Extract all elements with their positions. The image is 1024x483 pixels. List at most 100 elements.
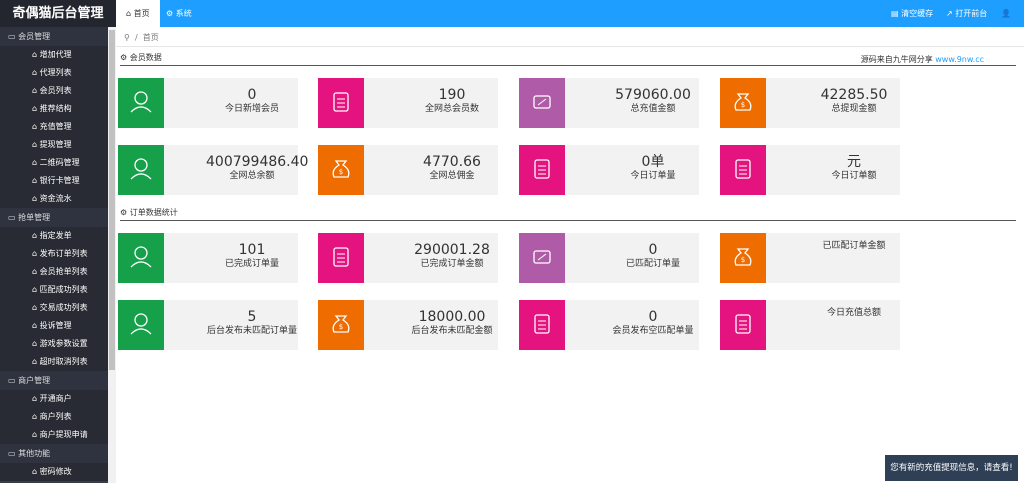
stat-card[interactable]: 579060.00 总充值金额 <box>519 78 699 128</box>
section-title: ⚙ 订单数据统计 <box>120 207 1016 221</box>
card-value: 579060.00 <box>615 87 691 103</box>
menu-item[interactable]: ⌂ 匹配成功列表 <box>0 281 108 299</box>
menu-item[interactable]: ⌂ 开通商户 <box>0 390 108 408</box>
icon <box>130 158 152 180</box>
icon: $ <box>734 93 752 111</box>
stat-card[interactable]: 5 后台发布未匹配订单量 <box>118 300 298 350</box>
card-icon <box>519 233 565 283</box>
breadcrumb-item[interactable]: 首页 <box>142 33 159 42</box>
menu-item[interactable]: ⌂ 代理列表 <box>0 64 108 82</box>
card-label: 已完成订单金额 <box>420 259 484 269</box>
stat-card[interactable]: 290001.28 已完成订单金额 <box>318 233 498 283</box>
icon: $ <box>734 248 752 266</box>
menu-item[interactable]: ⌂ 会员抢单列表 <box>0 263 108 281</box>
menu-group[interactable]: ▭ 抢单管理 <box>0 208 108 227</box>
toast[interactable]: 您有新的充值提现信息，请查看! <box>885 455 1018 481</box>
card-label: 会员发布空匹配单量 <box>612 326 694 336</box>
menu-item[interactable]: ⌂ 投诉管理 <box>0 317 108 335</box>
menu-item[interactable]: ⌂ 交易成功列表 <box>0 299 108 317</box>
menu-item[interactable]: ⌂ 商户提现申请 <box>0 426 108 444</box>
stat-card[interactable]: 0 会员发布空匹配单量 <box>519 300 699 350</box>
card-value: 0 <box>247 87 257 103</box>
icon <box>534 314 550 334</box>
menu-item[interactable]: ⌂ 指定发单 <box>0 227 108 245</box>
menu-group[interactable]: ▭ 商户管理 <box>0 371 108 390</box>
icon: $ <box>332 160 350 178</box>
card-value: 290001.28 <box>414 242 490 258</box>
card-value: 400799486.40 <box>206 154 309 170</box>
sidebar: ▭ 会员管理 ⌂ 增加代理 ⌂ 代理列表 ⌂ 会员列表 ⌂ 推荐结构 ⌂ 充值管理 ⌂ 提现… <box>0 27 108 483</box>
stat-card[interactable]: 元今日订单额 <box>720 145 900 195</box>
menu-item[interactable]: ⌂ 会员列表 <box>0 82 108 100</box>
stat-card[interactable]: 101 已完成订单量 <box>118 233 298 283</box>
menu-group[interactable]: ▭ 会员管理 <box>0 27 108 46</box>
card-icon <box>318 233 364 283</box>
menu-item[interactable]: ⌂ 超时取消列表 <box>0 353 108 371</box>
menu-item[interactable]: ⌂ 提现管理 <box>0 136 108 154</box>
svg-text:$: $ <box>741 101 745 109</box>
stat-card[interactable]: 0单 今日订单量 <box>519 145 699 195</box>
card-text: 400799486.40 全网总余额 <box>164 153 309 182</box>
action[interactable]: ▤ 清空缓存 <box>891 9 934 18</box>
source-note: 源码来自九牛网分享 www.9nw.cc <box>861 54 984 65</box>
icon <box>534 159 550 179</box>
card-value: 0 <box>648 242 658 258</box>
note-link[interactable]: www.9nw.cc <box>935 55 984 64</box>
card-text: 42285.50 总提现金额 <box>766 86 900 115</box>
svg-text:$: $ <box>339 323 343 331</box>
menu-item[interactable]: ⌂ 增加代理 <box>0 46 108 64</box>
card-text: 今日充值总额 <box>766 308 900 319</box>
menu-item[interactable]: ⌂ 商户列表 <box>0 408 108 426</box>
card-label: 后台发布未匹配订单量 <box>206 326 297 336</box>
scroll-thumb[interactable] <box>109 30 115 370</box>
menu-group[interactable]: ▭ 其他功能 <box>0 444 108 463</box>
stat-card[interactable]: 190 全网总会员数 <box>318 78 498 128</box>
card-icon <box>720 300 766 350</box>
action[interactable]: ↗ 打开前台 <box>946 9 988 18</box>
card-label: 今日订单量 <box>630 171 676 181</box>
card-icon <box>519 145 565 195</box>
stat-card[interactable]: $42285.50 总提现金额 <box>720 78 900 128</box>
card-icon <box>519 300 565 350</box>
stat-card[interactable]: $ 已匹配订单金额 <box>720 233 900 283</box>
stat-card[interactable]: $4770.66 全网总佣金 <box>318 145 498 195</box>
menu-item[interactable]: ⌂ 推荐结构 <box>0 100 108 118</box>
stat-card[interactable]: 400799486.40 全网总余额 <box>118 145 309 195</box>
stat-card[interactable]: $18000.00 后台发布未匹配金额 <box>318 300 498 350</box>
icon <box>735 159 751 179</box>
card-label: 已匹配订单金额 <box>822 241 886 251</box>
card-label: 今日充值总额 <box>826 308 881 318</box>
card-text: 0 已匹配订单量 <box>565 241 699 270</box>
card-value: 42285.50 <box>820 87 888 103</box>
user-menu[interactable]: 👤▾ <box>1001 9 1011 45</box>
tab[interactable]: ⚙ 系统 <box>166 9 192 18</box>
card-value: 元 <box>847 154 861 170</box>
icon <box>533 95 551 109</box>
menu-item[interactable]: ⌂ 发布订单列表 <box>0 245 108 263</box>
menu-item[interactable]: ⌂ 二维码管理 <box>0 154 108 172</box>
menu-item[interactable]: ⌂ 密码修改 <box>0 463 108 481</box>
card-icon <box>720 145 766 195</box>
stat-card[interactable]: 今日充值总额 <box>720 300 900 350</box>
card-icon: $ <box>318 300 364 350</box>
icon <box>130 313 152 335</box>
icon <box>130 246 152 268</box>
card-label: 后台发布未匹配金额 <box>411 326 493 336</box>
menu-item[interactable]: ⌂ 银行卡管理 <box>0 172 108 190</box>
action-label: 打开前台 <box>955 9 988 18</box>
card-value: 101 <box>238 242 266 258</box>
stat-card[interactable]: 0 今日新增会员 <box>118 78 298 128</box>
tab[interactable]: ⌂ 首页 <box>116 0 160 27</box>
card-icon <box>318 78 364 128</box>
menu-item[interactable]: ⌂ 充值管理 <box>0 118 108 136</box>
tab-label: 系统 <box>175 9 192 18</box>
card-value: 5 <box>247 309 257 325</box>
menu-item[interactable]: ⌂ 资金流水 <box>0 190 108 208</box>
stat-card[interactable]: 0 已匹配订单量 <box>519 233 699 283</box>
card-label: 总充值金额 <box>630 104 676 114</box>
top-bar: ⌂ 首页 ⚙ 系统 ▤ 清空缓存 ↗ 打开前台 👤▾ <box>116 0 1024 45</box>
menu-item[interactable]: ⌂ 游戏参数设置 <box>0 335 108 353</box>
card-text: 0 会员发布空匹配单量 <box>565 308 699 337</box>
card-text: 4770.66 全网总佣金 <box>364 153 498 182</box>
icon <box>130 91 152 113</box>
